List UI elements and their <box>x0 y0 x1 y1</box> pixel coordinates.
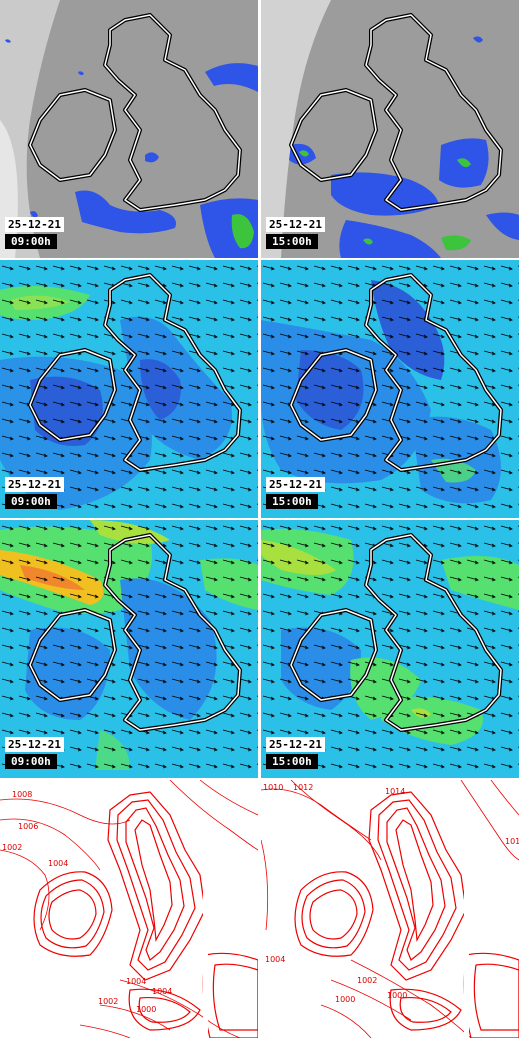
date-label: 25-12-21 <box>5 737 64 752</box>
date-label: 25-12-21 <box>266 477 325 492</box>
wind-gust-map-graphic <box>0 520 258 778</box>
isobar-label: 1010 <box>263 783 283 792</box>
precipitation-map-graphic <box>261 0 519 258</box>
isobar-label: 1000 <box>136 1005 156 1014</box>
isobar-label: 1002 <box>2 843 22 852</box>
isobar-label: 1002 <box>357 976 377 985</box>
date-label: 25-12-21 <box>266 737 325 752</box>
isobar-label: 1004 <box>48 859 68 868</box>
timestamp-label: 25-12-21 15:00h <box>266 477 325 509</box>
isobar-label: 1004 <box>265 955 285 964</box>
precipitation-map-1500: 25-12-21 15:00h <box>261 0 519 258</box>
date-label: 25-12-21 <box>5 477 64 492</box>
isobar-label: 1014 <box>385 787 405 796</box>
wind-map-1500: 25-12-21 15:00h <box>261 260 519 518</box>
isobar-label: 1006 <box>18 822 38 831</box>
timestamp-label: 25-12-21 09:00h <box>5 217 64 249</box>
wind-map-graphic <box>0 260 258 518</box>
precipitation-map-0900: 25-12-21 09:00h <box>0 0 258 258</box>
time-label: 15:00h <box>266 234 318 249</box>
isobar-label: 1004 <box>152 987 172 996</box>
time-label: 15:00h <box>266 754 318 769</box>
wind-gust-map-graphic <box>261 520 519 778</box>
timestamp-label: 25-12-21 09:00h <box>5 737 64 769</box>
isobar-label: 1004 <box>126 977 146 986</box>
isobar-label: 1000 <box>335 995 355 1004</box>
wind-gust-map-1500: 25-12-21 15:00h <box>261 520 519 778</box>
time-label: 09:00h <box>5 494 57 509</box>
timestamp-label: 25-12-21 09:00h <box>5 477 64 509</box>
isobar-map-left: 1008 1006 1002 1004 1004 1002 1000 1004 <box>0 780 258 1038</box>
date-label: 25-12-21 <box>266 217 325 232</box>
isobar-label: 1008 <box>12 790 32 799</box>
wind-map-0900: 25-12-21 09:00h <box>0 260 258 518</box>
date-label: 25-12-21 <box>5 217 64 232</box>
isobar-label: 1012 <box>293 783 313 792</box>
timestamp-label: 25-12-21 15:00h <box>266 217 325 249</box>
isobar-label: 1002 <box>98 997 118 1006</box>
time-label: 09:00h <box>5 754 57 769</box>
isobar-label: 1016 <box>505 837 519 846</box>
wind-map-graphic <box>261 260 519 518</box>
timestamp-label: 25-12-21 15:00h <box>266 737 325 769</box>
isobar-label: 1000 <box>387 991 407 1000</box>
isobar-map-right: 1010 1012 1014 1004 1002 1000 1000 1016 <box>261 780 519 1038</box>
isobar-map-graphic: 1008 1006 1002 1004 1004 1002 1000 1004 <box>0 780 258 1038</box>
time-label: 15:00h <box>266 494 318 509</box>
wind-gust-map-0900: 25-12-21 09:00h <box>0 520 258 778</box>
time-label: 09:00h <box>5 234 57 249</box>
isobar-map-graphic: 1010 1012 1014 1004 1002 1000 1000 1016 <box>261 780 519 1038</box>
